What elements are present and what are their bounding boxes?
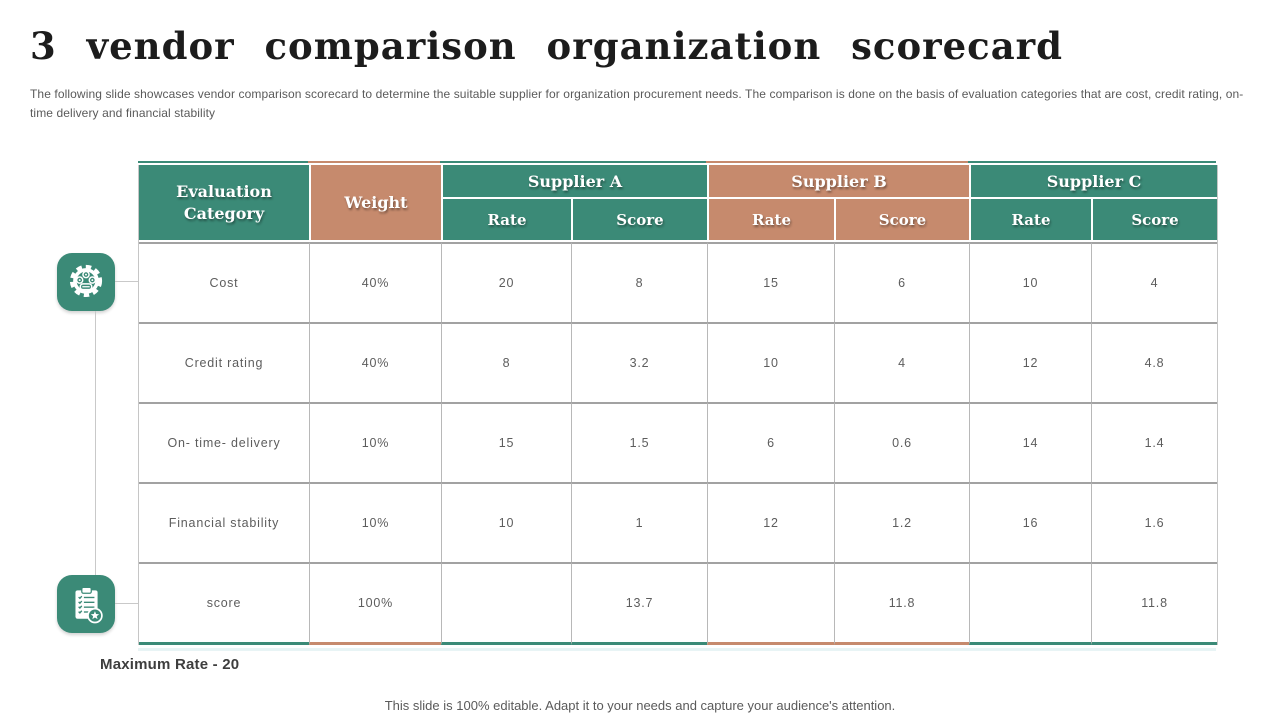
table-top-accent: [138, 161, 1216, 163]
value-cell: 16: [969, 482, 1092, 562]
table-row: score 100% 13.7 11.8 11.8: [139, 562, 1218, 645]
category-cell: On- time- delivery: [139, 402, 309, 482]
weight-cell: 40%: [309, 242, 441, 322]
category-cell: Cost: [139, 242, 309, 322]
maximum-rate-note: Maximum Rate - 20: [100, 656, 240, 673]
scorecard-table: Evaluation Category Weight Supplier A Su…: [138, 161, 1219, 645]
value-cell: 10: [969, 242, 1092, 322]
value-cell: 15: [707, 242, 834, 322]
value-cell: 12: [969, 322, 1092, 402]
value-cell: 15: [441, 402, 571, 482]
value-cell: 11.8: [834, 562, 970, 645]
value-cell: 3.2: [571, 322, 707, 402]
header-score-c: Score: [1091, 199, 1218, 242]
scorecard-table-body: Cost 40% 20 8 15 6 10 4 Credit rating 40% 8 3.2 10 4 1…: [139, 242, 1218, 645]
slide-description: The following slide showcases vendor com…: [30, 87, 1244, 120]
value-cell: 10: [441, 482, 571, 562]
value-cell: [969, 562, 1092, 645]
value-cell: 4.8: [1091, 322, 1218, 402]
value-cell: 11.8: [1091, 562, 1218, 645]
header-weight: Weight: [309, 165, 441, 242]
weight-cell: 100%: [309, 562, 441, 645]
category-cell: Financial stability: [139, 482, 309, 562]
value-cell: [707, 562, 834, 645]
table-row: On- time- delivery 10% 15 1.5 6 0.6 14 1.4: [139, 402, 1218, 482]
table-row: Financial stability 10% 10 1 12 1.2 16 1.6: [139, 482, 1218, 562]
header-rate-c: Rate: [969, 199, 1092, 242]
weight-cell: 10%: [309, 402, 441, 482]
value-cell: 4: [1091, 242, 1218, 322]
category-cell: Credit rating: [139, 322, 309, 402]
header-supplier-a: Supplier A: [441, 165, 707, 199]
connector-line-vertical: [95, 311, 96, 575]
value-cell: 1.2: [834, 482, 970, 562]
value-cell: 4: [834, 322, 970, 402]
header-supplier-b: Supplier B: [707, 165, 970, 199]
header-score-a: Score: [571, 199, 707, 242]
value-cell: 8: [441, 322, 571, 402]
clipboard-star-icon: [57, 575, 115, 633]
category-cell: score: [139, 562, 309, 645]
header-evaluation-category: Evaluation Category: [139, 165, 309, 242]
value-cell: 1.5: [571, 402, 707, 482]
value-cell: 14: [969, 402, 1092, 482]
header-supplier-c: Supplier C: [969, 165, 1218, 199]
value-cell: 6: [834, 242, 970, 322]
connector-line-gear: [115, 281, 138, 282]
value-cell: 10: [707, 322, 834, 402]
gear-icon: [57, 253, 115, 311]
table-row: Cost 40% 20 8 15 6 10 4: [139, 242, 1218, 322]
table-row: Credit rating 40% 8 3.2 10 4 12 4.8: [139, 322, 1218, 402]
header-score-b: Score: [834, 199, 970, 242]
vendor-comparison-table: Evaluation Category Weight Supplier A Su…: [138, 165, 1219, 645]
value-cell: 13.7: [571, 562, 707, 645]
value-cell: 8: [571, 242, 707, 322]
connector-line-clipboard: [115, 603, 138, 604]
value-cell: 12: [707, 482, 834, 562]
value-cell: 0.6: [834, 402, 970, 482]
header-rate-b: Rate: [707, 199, 834, 242]
value-cell: 1: [571, 482, 707, 562]
page-title: 3 vendor comparison organization scoreca…: [30, 24, 1064, 68]
value-cell: 20: [441, 242, 571, 322]
weight-cell: 10%: [309, 482, 441, 562]
value-cell: 1.4: [1091, 402, 1218, 482]
weight-cell: 40%: [309, 322, 441, 402]
table-shadow: [138, 648, 1216, 651]
value-cell: 1.6: [1091, 482, 1218, 562]
header-rate-a: Rate: [441, 199, 571, 242]
value-cell: [441, 562, 571, 645]
value-cell: 6: [707, 402, 834, 482]
footer-note: This slide is 100% editable. Adapt it to…: [384, 698, 896, 713]
